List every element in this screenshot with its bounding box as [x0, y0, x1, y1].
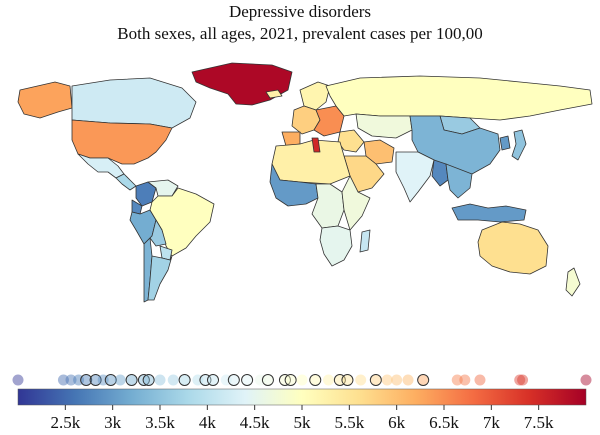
colorbar-tick-label: 7.5k: [524, 413, 554, 432]
legend-marker: [284, 374, 297, 386]
region-central-africa[interactable]: [311, 183, 345, 229]
color-scale-legend: 2.5k 3k 3.5k 4k 4.5k 5k 5.5k 6k 6.5k 7k 7.5k: [12, 374, 592, 432]
legend-marker: [125, 374, 138, 386]
legend-marker: [114, 374, 126, 386]
colorbar-tick-label: 5k: [294, 413, 312, 432]
region-russia[interactable]: [325, 75, 593, 121]
legend-marker: [104, 374, 117, 386]
region-southeast-asia[interactable]: [445, 163, 473, 199]
legend-marker: [57, 374, 69, 386]
region-brazil[interactable]: [149, 187, 215, 257]
legend-marker: [178, 374, 191, 386]
region-greenland[interactable]: [191, 62, 293, 106]
colorbar-tick-label: 3k: [104, 413, 122, 432]
legend-marker: [227, 374, 240, 386]
colorbar: [17, 388, 587, 406]
colorbar-tick-label: 2.5k: [50, 413, 80, 432]
region-north-africa[interactable]: [271, 139, 351, 185]
world-choropleth-map[interactable]: [0, 60, 600, 310]
legend-marker: [296, 374, 308, 386]
region-new-zealand[interactable]: [565, 267, 581, 297]
region-indonesia[interactable]: [451, 203, 527, 223]
legend-marker: [309, 374, 322, 386]
region-canada[interactable]: [71, 77, 197, 129]
legend-marker: [417, 374, 430, 386]
colorbar-tick-label: 6k: [388, 413, 406, 432]
legend-marker: [323, 374, 335, 386]
colorbar-ticks: 2.5k 3k 3.5k 4k 4.5k 5k 5.5k 6k 6.5k 7k 7.5k: [50, 405, 554, 432]
colorbar-tick-label: 4.5k: [240, 413, 270, 432]
legend-marker: [80, 374, 93, 386]
legend-marker: [341, 374, 354, 386]
region-japan[interactable]: [511, 129, 527, 161]
legend-marker: [355, 374, 367, 386]
region-iceland[interactable]: [265, 89, 283, 99]
region-bolivia[interactable]: [149, 219, 167, 247]
legend-marker: [65, 374, 77, 386]
colorbar-tick-label: 4k: [199, 413, 217, 432]
region-southern-africa[interactable]: [319, 225, 353, 267]
region-argentina[interactable]: [147, 255, 173, 301]
legend-marker: [391, 374, 403, 386]
legend-marker: [402, 374, 414, 386]
legend-marker: [12, 374, 24, 386]
region-china[interactable]: [409, 115, 501, 175]
legend-marker: [154, 374, 166, 386]
region-east-africa[interactable]: [341, 175, 371, 231]
legend-marker: [207, 374, 220, 386]
region-india[interactable]: [395, 151, 435, 203]
region-australia[interactable]: [477, 221, 549, 275]
region-tunisia[interactable]: [311, 137, 321, 153]
region-west-africa[interactable]: [269, 163, 319, 207]
legend-markers: [12, 374, 592, 386]
colorbar-tick-label: 5.5k: [334, 413, 364, 432]
region-kazakhstan[interactable]: [355, 113, 413, 139]
legend-marker: [517, 374, 529, 386]
region-central-america[interactable]: [115, 173, 137, 191]
region-myanmar[interactable]: [431, 159, 449, 187]
legend-marker: [580, 374, 592, 386]
legend-marker: [381, 374, 393, 386]
legend-marker: [459, 374, 471, 386]
legend-marker: [142, 374, 155, 386]
legend-marker: [137, 374, 150, 386]
legend-marker: [369, 374, 382, 386]
colorbar-tick-label: 3.5k: [145, 413, 175, 432]
colorbar-tick-label: 7k: [483, 413, 501, 432]
chart-subtitle: Both sexes, all ages, 2021, prevalent ca…: [117, 24, 483, 43]
region-madagascar[interactable]: [359, 229, 371, 253]
legend-marker: [261, 374, 274, 386]
legend-marker: [474, 374, 486, 386]
region-alaska[interactable]: [17, 81, 73, 119]
legend-marker: [89, 374, 102, 386]
region-korea[interactable]: [499, 135, 511, 151]
legend-marker: [514, 374, 526, 386]
legend-marker: [451, 374, 463, 386]
legend-marker: [241, 374, 254, 386]
legend-marker: [167, 374, 179, 386]
colorbar-tick-label: 6.5k: [429, 413, 459, 432]
chart-title: Depressive disorders: [228, 2, 372, 21]
